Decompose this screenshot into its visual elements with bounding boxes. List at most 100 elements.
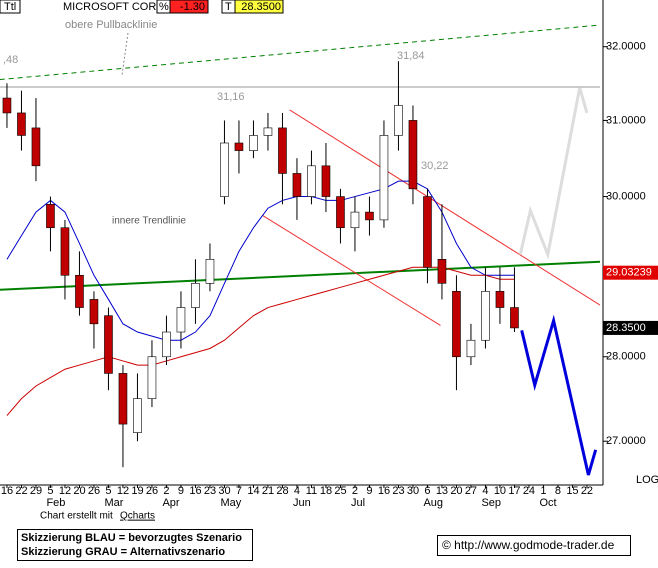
candle-body bbox=[423, 196, 432, 268]
x-tick-label: 19 bbox=[131, 485, 143, 497]
candle-body bbox=[60, 227, 70, 276]
candle-body bbox=[234, 142, 244, 151]
candle-body bbox=[437, 259, 447, 284]
x-tick-label: 30 bbox=[218, 485, 230, 497]
x-tick-label: 4 bbox=[294, 485, 300, 497]
annotation: obere Pullbacklinie bbox=[65, 19, 157, 31]
note: Skizzierung BLAU = bevorzugtes Szenario bbox=[21, 532, 242, 544]
candle-body bbox=[133, 398, 142, 433]
header-price: 28.3500 bbox=[241, 1, 281, 13]
candle-body bbox=[104, 315, 113, 374]
header-price-label: T bbox=[225, 1, 232, 13]
candle-body bbox=[408, 120, 418, 190]
annotation: 30,22 bbox=[421, 160, 449, 172]
y-tick-label: 32.0000 bbox=[606, 41, 646, 53]
plot bbox=[0, 24, 601, 476]
moving-average bbox=[6, 180, 515, 341]
annotation: 31,16 bbox=[217, 91, 245, 103]
x-tick-label: 23 bbox=[204, 485, 216, 497]
annotation-pointer bbox=[121, 32, 129, 76]
month-label: Sep bbox=[481, 497, 501, 509]
x-tick-label: 5 bbox=[47, 485, 53, 497]
x-tick-label: 17 bbox=[508, 485, 520, 497]
trend-drawing bbox=[518, 87, 589, 260]
scale-note: LOG bbox=[636, 474, 658, 486]
x-tick-label: 16 bbox=[1, 485, 13, 497]
x-tick-label: 21 bbox=[262, 485, 274, 497]
header-box bbox=[60, 0, 157, 13]
candle-body bbox=[481, 291, 490, 341]
price-marker-label: 29.03239 bbox=[606, 267, 652, 279]
x-tick-label: 2 bbox=[352, 485, 358, 497]
trend-drawing bbox=[520, 314, 598, 476]
candle-body bbox=[89, 299, 99, 325]
x-tick-label: 1 bbox=[540, 485, 546, 497]
x-tick-label: 13 bbox=[436, 485, 448, 497]
credit-link[interactable]: Qcharts bbox=[120, 511, 155, 522]
candle-body bbox=[2, 97, 12, 114]
x-tick-label: 27 bbox=[465, 485, 477, 497]
header-change: -1.30 bbox=[180, 1, 205, 13]
candle-body bbox=[321, 165, 331, 197]
x-tick-label: 26 bbox=[88, 485, 100, 497]
x-tick-label: 9 bbox=[178, 485, 184, 497]
x-tick-label: 25 bbox=[334, 485, 346, 497]
candle-body bbox=[292, 173, 302, 197]
month-label: May bbox=[220, 497, 241, 509]
x-tick-label: 28 bbox=[276, 485, 288, 497]
price-marker bbox=[603, 320, 658, 335]
x-tick-label: 9 bbox=[366, 485, 372, 497]
x-tick-label: 30 bbox=[407, 485, 419, 497]
month-label: Jun bbox=[293, 497, 311, 509]
note: Skizzierung GRAU = Alternativszenario bbox=[21, 546, 225, 558]
annotation: innere Trendlinie bbox=[112, 216, 186, 227]
x-tick-label: 10 bbox=[494, 485, 506, 497]
candle-body bbox=[147, 356, 157, 399]
x-tick-label: 18 bbox=[320, 485, 332, 497]
candle-body bbox=[176, 307, 186, 333]
x-tick-label: 8 bbox=[555, 485, 561, 497]
candle-body bbox=[278, 127, 287, 174]
x-tick-label: 29 bbox=[30, 485, 42, 497]
annotation: 31,84 bbox=[397, 50, 425, 62]
x-tick-label: 14 bbox=[247, 485, 259, 497]
month-label: Aug bbox=[423, 497, 443, 509]
header-box bbox=[169, 0, 209, 14]
candle-body bbox=[307, 165, 316, 197]
y-tick-label: 31.0000 bbox=[606, 114, 646, 126]
candle-body bbox=[365, 211, 374, 221]
x-tick-label: 5 bbox=[105, 485, 111, 497]
y-tick-label: 28.0000 bbox=[606, 351, 646, 363]
header-symbol: Ttl bbox=[4, 1, 16, 13]
candle-body bbox=[466, 339, 476, 358]
header-box bbox=[0, 0, 21, 14]
x-tick-label: 24 bbox=[523, 485, 535, 497]
candle-body bbox=[495, 291, 505, 308]
copyright-box bbox=[437, 535, 631, 556]
annotation: ,48 bbox=[3, 54, 18, 66]
x-tick-label: 12 bbox=[117, 485, 129, 497]
month-label: Oct bbox=[539, 497, 556, 509]
trend-drawing bbox=[261, 214, 441, 326]
credit: Chart erstellt mit bbox=[40, 511, 113, 522]
x-tick-label: 12 bbox=[59, 485, 71, 497]
candle-body bbox=[17, 112, 26, 136]
candle-body bbox=[191, 283, 200, 308]
y-tick-label: 30.0000 bbox=[606, 190, 646, 202]
header-name: MICROSOFT CORP bbox=[63, 1, 164, 13]
x-tick-label: 6 bbox=[424, 485, 430, 497]
candle-body bbox=[205, 259, 215, 284]
price-marker-label: 28.3500 bbox=[606, 322, 646, 334]
x-tick-label: 20 bbox=[73, 485, 85, 497]
candle-body bbox=[379, 135, 389, 221]
month-label: Jul bbox=[351, 497, 365, 509]
copyright[interactable]: © http://www.godmode-trader.de bbox=[442, 538, 615, 552]
candle-body bbox=[220, 142, 229, 197]
trend-drawing bbox=[289, 109, 601, 306]
x-tick-label: 20 bbox=[450, 485, 462, 497]
candle-body bbox=[263, 127, 273, 136]
x-tick-label: 2 bbox=[163, 485, 169, 497]
header-change-label: % bbox=[159, 1, 169, 13]
